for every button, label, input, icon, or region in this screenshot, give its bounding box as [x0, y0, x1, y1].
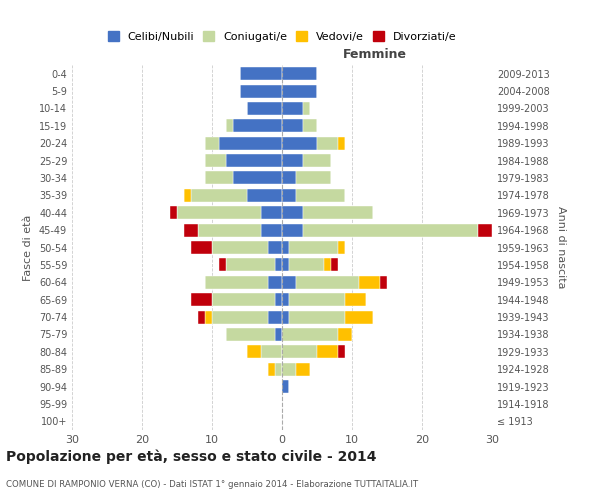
Bar — [282, 310, 289, 324]
Text: Popolazione per età, sesso e stato civile - 2014: Popolazione per età, sesso e stato civil… — [6, 450, 377, 464]
Bar — [261, 224, 282, 236]
Bar — [282, 67, 317, 80]
Bar — [282, 102, 303, 115]
Bar — [219, 136, 282, 149]
Bar — [296, 276, 359, 289]
Bar — [282, 328, 338, 341]
Bar — [268, 276, 282, 289]
Bar — [282, 346, 317, 358]
Bar — [205, 172, 233, 184]
Bar — [247, 102, 282, 115]
Bar — [338, 136, 345, 149]
Bar — [240, 67, 282, 80]
Bar — [282, 258, 289, 272]
Bar — [303, 224, 478, 236]
Bar — [282, 172, 296, 184]
Bar — [338, 328, 352, 341]
Bar — [303, 102, 310, 115]
Bar — [380, 276, 387, 289]
Bar — [289, 293, 345, 306]
Bar — [198, 310, 205, 324]
Bar — [247, 189, 282, 202]
Bar — [338, 346, 345, 358]
Bar — [324, 258, 331, 272]
Bar — [303, 206, 373, 220]
Bar — [205, 136, 219, 149]
Bar — [226, 258, 275, 272]
Text: COMUNE DI RAMPONIO VERNA (CO) - Dati ISTAT 1° gennaio 2014 - Elaborazione TUTTAI: COMUNE DI RAMPONIO VERNA (CO) - Dati IST… — [6, 480, 418, 489]
Bar — [212, 310, 268, 324]
Bar — [170, 206, 177, 220]
Bar — [289, 258, 324, 272]
Bar — [177, 206, 261, 220]
Bar — [303, 154, 331, 167]
Bar — [275, 328, 282, 341]
Bar — [345, 310, 373, 324]
Bar — [275, 362, 282, 376]
Bar — [282, 276, 296, 289]
Bar — [296, 189, 345, 202]
Bar — [296, 172, 331, 184]
Bar — [191, 293, 212, 306]
Bar — [282, 120, 303, 132]
Bar — [282, 224, 303, 236]
Bar — [212, 241, 268, 254]
Bar — [282, 206, 303, 220]
Bar — [282, 362, 296, 376]
Bar — [282, 380, 289, 393]
Bar — [226, 154, 282, 167]
Bar — [184, 224, 198, 236]
Bar — [226, 328, 275, 341]
Bar — [303, 120, 317, 132]
Bar — [226, 120, 233, 132]
Bar — [240, 84, 282, 98]
Bar — [268, 362, 275, 376]
Bar — [296, 362, 310, 376]
Bar — [268, 241, 282, 254]
Bar — [282, 293, 289, 306]
Bar — [338, 241, 345, 254]
Bar — [205, 310, 212, 324]
Bar — [317, 346, 338, 358]
Bar — [247, 346, 261, 358]
Bar — [275, 293, 282, 306]
Bar — [191, 189, 247, 202]
Bar — [184, 189, 191, 202]
Bar — [205, 154, 226, 167]
Text: Femmine: Femmine — [343, 48, 406, 62]
Bar — [191, 241, 212, 254]
Bar — [289, 310, 345, 324]
Bar — [345, 293, 366, 306]
Bar — [282, 154, 303, 167]
Bar — [268, 310, 282, 324]
Y-axis label: Anni di nascita: Anni di nascita — [556, 206, 566, 289]
Bar — [282, 189, 296, 202]
Bar — [219, 258, 226, 272]
Y-axis label: Fasce di età: Fasce di età — [23, 214, 33, 280]
Bar — [317, 136, 338, 149]
Bar — [261, 206, 282, 220]
Bar — [275, 258, 282, 272]
Bar — [233, 172, 282, 184]
Bar — [282, 84, 317, 98]
Bar — [289, 241, 338, 254]
Bar — [261, 346, 282, 358]
Legend: Celibi/Nubili, Coniugati/e, Vedovi/e, Divorziati/e: Celibi/Nubili, Coniugati/e, Vedovi/e, Di… — [103, 27, 461, 46]
Bar — [282, 136, 317, 149]
Bar — [233, 120, 282, 132]
Bar — [198, 224, 261, 236]
Bar — [478, 224, 492, 236]
Bar — [212, 293, 275, 306]
Bar — [359, 276, 380, 289]
Bar — [205, 276, 268, 289]
Bar — [331, 258, 338, 272]
Bar — [282, 241, 289, 254]
